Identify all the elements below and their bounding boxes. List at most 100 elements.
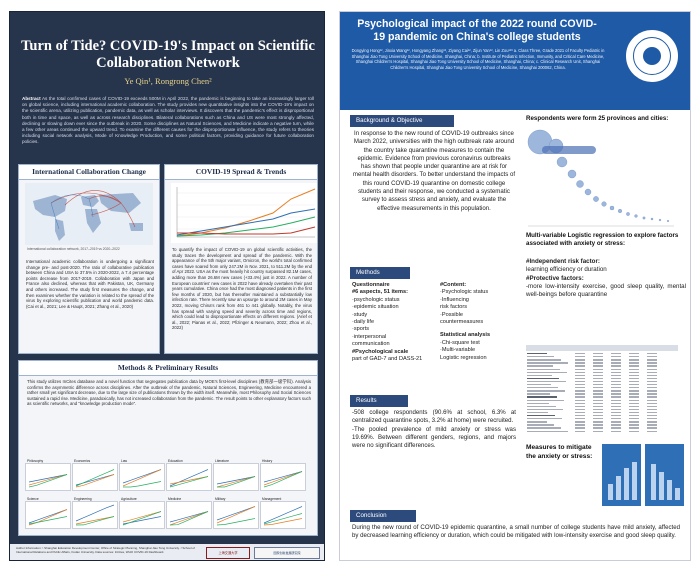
stat-heading: Statistical analysis — [440, 332, 491, 339]
panel-methods-text: This study utilizes InCites database and… — [27, 379, 311, 407]
subplot-label: History — [262, 459, 273, 463]
table-row — [526, 362, 678, 365]
abstract-text: As the total confirmed cases of COVID-19… — [22, 96, 314, 145]
table-row — [526, 390, 678, 393]
methods-content: #Content: ·Psychologic status ·Influenci… — [440, 282, 520, 392]
regression-table — [526, 345, 678, 435]
panel-spread-title: COVID-19 Spread & Trends — [165, 165, 317, 180]
table-row — [526, 408, 678, 412]
table-row — [526, 368, 678, 372]
discipline-subplot: Military — [213, 497, 259, 529]
discipline-subplot: Medicine — [166, 497, 212, 529]
results-text: -508 college respondents (90.6% at schoo… — [352, 409, 516, 493]
table-row — [526, 399, 678, 403]
subplot-label: Law — [121, 459, 128, 463]
measures-heading: Measures to mitigate the anxiety or stre… — [526, 444, 593, 460]
subplot-label: Literature — [215, 459, 229, 463]
logo-2-text: 国家创新发展研究院 — [273, 551, 301, 555]
subplot-label: Interdisc. — [74, 535, 87, 536]
poster-a-abstract: Abstract As the total confirmed cases of… — [22, 96, 314, 158]
psych-scale-text: part of GAD-7 and DASS-21 — [352, 356, 423, 363]
panel-methods-title: Methods & Preliminary Results — [19, 361, 317, 376]
protective-factor-text: -more low-intensity exercise, good sleep… — [526, 282, 686, 299]
world-collaboration-map — [25, 183, 153, 245]
result-item: -508 college respondents (90.6% at schoo… — [352, 409, 516, 425]
discipline-subplot: Management — [260, 497, 306, 529]
q-item: ·psychologic status — [352, 296, 400, 303]
background-text: In response to the new round of COVID-19… — [352, 130, 516, 212]
institute-logo: 国家创新发展研究院 — [254, 547, 320, 559]
author-information: Author Information: ¹ Shanghai Education… — [16, 547, 195, 554]
q-item: communication — [352, 341, 390, 348]
table-row — [526, 418, 678, 421]
panel-intl-collaboration: International Collaboration Change Inter… — [18, 164, 160, 354]
content-heading: #Content: — [440, 282, 467, 288]
subplot-label: Economics — [74, 459, 91, 463]
table-row — [526, 356, 678, 359]
subplot-label: Other — [262, 535, 270, 536]
q-item: ·interpersonal — [352, 333, 387, 340]
respondents-heading: Respondents were form 25 provinces and c… — [526, 115, 669, 122]
content-item: ·Possible — [440, 311, 464, 318]
q-item: ·daily life — [352, 319, 375, 326]
logo-1-text: 上海交通大学 — [218, 551, 238, 555]
section-tag-results: Results — [350, 395, 408, 407]
sleep-bar-chart — [645, 444, 684, 506]
poster-b-authors: Dongying Hong¹², Jinxia Wang¹², Hongyang… — [351, 48, 605, 70]
section-tag-background: Background & Objective — [350, 115, 454, 127]
stat-item: ·Chi-square test — [440, 339, 480, 346]
discipline-subplots: Philosophy Economics Law Education Literatur… — [25, 457, 309, 536]
poster-a-title: Turn of Tide? COVID-19's Impact on Scien… — [21, 38, 315, 71]
poster-b-header: Psychological impact of the 2022 round C… — [340, 12, 690, 110]
discipline-subplot: Philosophy — [25, 459, 71, 491]
poster-a-footer: Author Information: ¹ Shanghai Education… — [10, 544, 324, 560]
table-row — [526, 402, 678, 406]
conclusion-text: During the new round of COVID-19 epidemi… — [352, 524, 680, 540]
poster-psychological-impact: Psychological impact of the 2022 round C… — [339, 11, 691, 561]
panel-covid-spread: COVID-19 Spread & Trends To quantify the… — [164, 164, 318, 354]
table-row — [526, 430, 678, 434]
table-row — [526, 415, 678, 418]
logistic-factors: #Independent risk factor: learning effic… — [526, 258, 686, 338]
content-item: risk factors — [440, 304, 468, 311]
content-item: countermeasures — [440, 319, 484, 326]
panel-methods-results: Methods & Preliminary Results This study… — [18, 360, 318, 536]
subplot-label: Engineering — [74, 497, 92, 501]
discipline-subplot: Science — [25, 497, 71, 529]
logistic-heading: Multi-variable Logistic regression to ex… — [526, 232, 679, 247]
panel-intl-text: International academic collaboration is … — [26, 259, 154, 309]
content-item: ·Psychologic status — [440, 289, 489, 296]
independent-factor-text: learning efficiency or duration — [526, 266, 607, 274]
table-row — [526, 371, 678, 375]
table-row — [526, 374, 678, 378]
poster-b-title: Psychological impact of the 2022 round C… — [357, 18, 597, 43]
q-item: ·epidemic situation — [352, 304, 399, 311]
q-item: ·sports — [352, 326, 370, 333]
q-item: ·study — [352, 311, 368, 318]
discipline-subplot: Economics — [72, 459, 118, 491]
subplot-label: Education — [168, 459, 183, 463]
exercise-bar-chart — [602, 444, 641, 506]
subplot-label: Military — [215, 497, 226, 501]
university-logo: 上海交通大学 — [206, 547, 250, 559]
panel-spread-text: To quantify the impact of COVID-19 on gl… — [172, 247, 312, 331]
table-row — [526, 387, 678, 390]
subplot-label: Agriculture — [121, 497, 137, 501]
map-caption: International collaboration network, 201… — [27, 247, 120, 251]
covid-trend-chart — [171, 183, 317, 243]
poster-covid-collaboration: Turn of Tide? COVID-19's Impact on Scien… — [9, 11, 325, 561]
psych-scale-heading: #Psychological scale — [352, 348, 409, 355]
table-row — [526, 424, 678, 427]
questionnaire-subheading: #6 aspects, 51 items: — [352, 289, 408, 296]
table-row — [526, 365, 678, 368]
subplot-label: Science — [27, 497, 39, 501]
section-tag-methods: Methods — [350, 267, 410, 279]
section-tag-conclusion: Conclusion — [350, 510, 416, 522]
table-row — [526, 396, 678, 399]
stat-item: Logistic regression — [440, 354, 487, 361]
panel-intl-title: International Collaboration Change — [19, 165, 159, 180]
independent-factor-heading: #Independent risk factor: — [526, 258, 600, 265]
measures-bar-charts — [602, 444, 684, 506]
discipline-subplot: Education — [166, 459, 212, 491]
discipline-subplot: Engineering — [72, 497, 118, 529]
